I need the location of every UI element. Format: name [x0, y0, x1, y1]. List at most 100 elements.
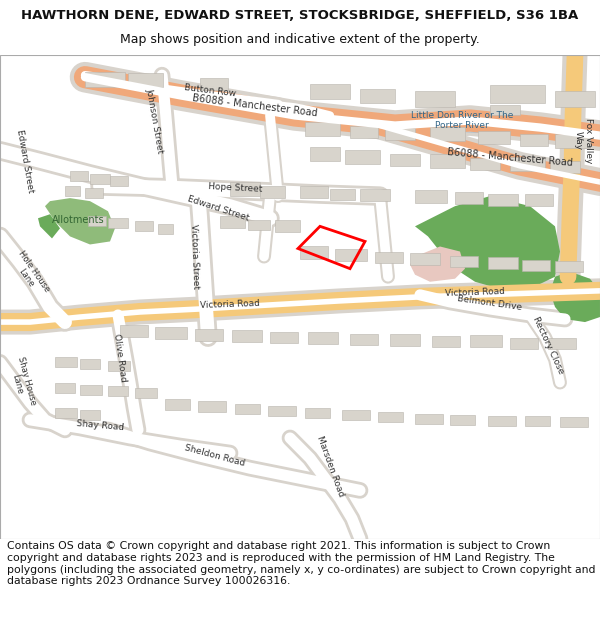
Bar	[342, 410, 370, 420]
Bar	[450, 256, 478, 267]
Text: Johnson Street: Johnson Street	[145, 87, 165, 154]
Bar	[432, 336, 460, 348]
Text: Map shows position and indicative extent of the property.: Map shows position and indicative extent…	[120, 33, 480, 46]
Bar	[55, 357, 77, 367]
Bar	[450, 415, 475, 425]
Bar	[300, 186, 328, 198]
Text: B6088 - Manchester Road: B6088 - Manchester Road	[192, 92, 318, 118]
Bar	[360, 89, 395, 103]
Bar	[70, 171, 88, 181]
Text: Victoria Street: Victoria Street	[190, 224, 200, 289]
Bar	[88, 216, 106, 226]
Polygon shape	[410, 246, 465, 282]
Polygon shape	[38, 214, 60, 238]
Bar	[128, 73, 163, 88]
Text: Belmont Drive: Belmont Drive	[457, 294, 523, 312]
Bar	[135, 388, 157, 398]
Bar	[135, 221, 153, 231]
Bar	[110, 176, 128, 186]
Bar	[305, 408, 330, 418]
Bar	[415, 414, 443, 424]
Bar	[550, 161, 580, 173]
Bar	[195, 329, 223, 341]
Bar	[232, 330, 262, 342]
Bar	[378, 412, 403, 422]
Bar	[158, 224, 173, 234]
Bar	[65, 186, 80, 196]
Text: Victoria Road: Victoria Road	[445, 288, 505, 298]
Bar	[108, 218, 128, 228]
Text: Fox Valley
Way: Fox Valley Way	[574, 118, 593, 163]
Bar	[470, 335, 502, 348]
Bar	[260, 186, 285, 198]
Text: Marsden Road: Marsden Road	[315, 434, 345, 498]
Bar	[490, 106, 520, 116]
Bar	[220, 216, 245, 228]
Bar	[300, 246, 328, 259]
Bar	[390, 154, 420, 166]
Text: Contains OS data © Crown copyright and database right 2021. This information is : Contains OS data © Crown copyright and d…	[7, 541, 596, 586]
Bar	[390, 334, 420, 346]
Bar	[235, 404, 260, 414]
Bar	[85, 72, 125, 88]
Bar	[525, 416, 550, 426]
Bar	[108, 361, 130, 371]
Bar	[230, 182, 260, 196]
Text: Shay House
Lane: Shay House Lane	[6, 356, 38, 409]
Bar	[525, 194, 553, 206]
Bar	[455, 192, 483, 204]
Bar	[548, 338, 576, 349]
Bar	[310, 147, 340, 161]
Bar	[410, 253, 440, 264]
Bar	[305, 121, 340, 136]
Bar	[55, 382, 75, 392]
Bar	[478, 131, 510, 144]
Bar	[80, 359, 100, 369]
Bar	[350, 126, 378, 138]
Text: Edward Street: Edward Street	[15, 128, 35, 193]
Polygon shape	[45, 198, 115, 244]
Bar	[488, 194, 518, 206]
Bar	[350, 334, 378, 345]
Polygon shape	[415, 196, 560, 289]
Bar	[80, 384, 102, 394]
Text: Little Don River or The
Porter River: Little Don River or The Porter River	[411, 111, 513, 130]
Bar	[520, 134, 548, 146]
Bar	[200, 78, 228, 90]
Bar	[198, 401, 226, 412]
Bar	[555, 134, 590, 148]
Bar	[510, 338, 538, 349]
Bar	[488, 256, 518, 269]
Polygon shape	[380, 116, 545, 134]
Text: Olive Road: Olive Road	[112, 332, 128, 382]
Bar	[335, 249, 367, 261]
Bar	[470, 158, 500, 170]
Text: Button Row: Button Row	[184, 82, 236, 98]
Polygon shape	[550, 272, 600, 322]
Bar	[308, 332, 338, 344]
Bar	[90, 174, 110, 184]
Bar	[560, 417, 588, 427]
Text: B6088 - Manchester Road: B6088 - Manchester Road	[447, 148, 573, 168]
Text: HAWTHORN DENE, EDWARD STREET, STOCKSBRIDGE, SHEFFIELD, S36 1BA: HAWTHORN DENE, EDWARD STREET, STOCKSBRID…	[22, 9, 578, 22]
Bar	[270, 332, 298, 343]
Bar	[488, 416, 516, 426]
Text: Hole House
Lane: Hole House Lane	[8, 249, 52, 300]
Bar	[430, 126, 465, 141]
Bar	[555, 91, 595, 108]
Bar	[490, 85, 545, 103]
Bar	[108, 386, 128, 396]
Text: Allotments: Allotments	[52, 215, 104, 225]
Bar	[165, 399, 190, 410]
Bar	[360, 189, 390, 201]
Text: Victoria Road: Victoria Road	[200, 299, 260, 311]
Bar	[555, 261, 583, 272]
Bar	[248, 220, 270, 231]
Bar	[510, 157, 545, 171]
Bar	[275, 220, 300, 232]
Text: Rectory Close: Rectory Close	[531, 315, 565, 376]
Bar	[120, 325, 148, 338]
Text: Shay Road: Shay Road	[76, 419, 124, 432]
Bar	[375, 251, 403, 262]
Bar	[415, 91, 455, 108]
